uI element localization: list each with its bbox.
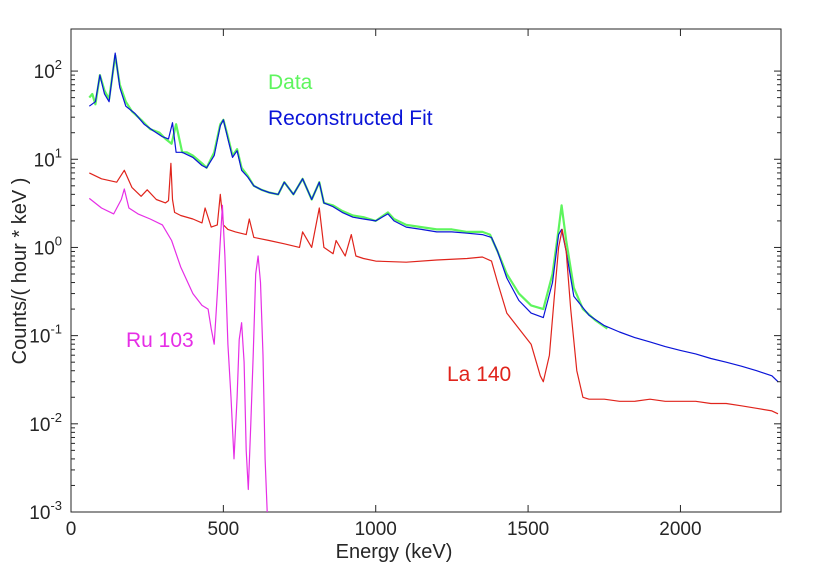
x-tick-label: 1000 bbox=[355, 519, 397, 540]
y-tick-label: 101 bbox=[34, 145, 62, 171]
annotation-ru103: Ru 103 bbox=[126, 329, 194, 352]
series-layer bbox=[88, 52, 779, 512]
legend-data-label: Data bbox=[268, 71, 313, 94]
legend-fit-label: Reconstructed Fit bbox=[268, 107, 433, 130]
y-tick-label: 10-1 bbox=[29, 322, 62, 348]
plot-area bbox=[70, 28, 782, 513]
x-axis-title: Energy (keV) bbox=[336, 541, 453, 563]
series-fit-line bbox=[88, 52, 779, 383]
y-axis-title: Counts/( hour * keV ) bbox=[9, 178, 31, 365]
series-la140-line bbox=[89, 162, 779, 415]
y-tick-label: 10-3 bbox=[29, 498, 62, 524]
tick-layer: 0 500 1000 1500 2000 10-3 10-2 10-1 100 101 102 bbox=[29, 29, 781, 540]
x-tick-label: 0 bbox=[66, 519, 77, 540]
x-tick-label: 1500 bbox=[507, 519, 549, 540]
y-tick-label: 100 bbox=[34, 233, 62, 259]
x-tick-label: 2000 bbox=[659, 519, 701, 540]
series-ru103-line bbox=[88, 188, 268, 512]
x-tick-label: 500 bbox=[208, 519, 240, 540]
y-tick-label: 102 bbox=[34, 57, 62, 83]
annotation-la140: La 140 bbox=[447, 363, 511, 386]
y-tick-label: 10-2 bbox=[29, 410, 62, 436]
